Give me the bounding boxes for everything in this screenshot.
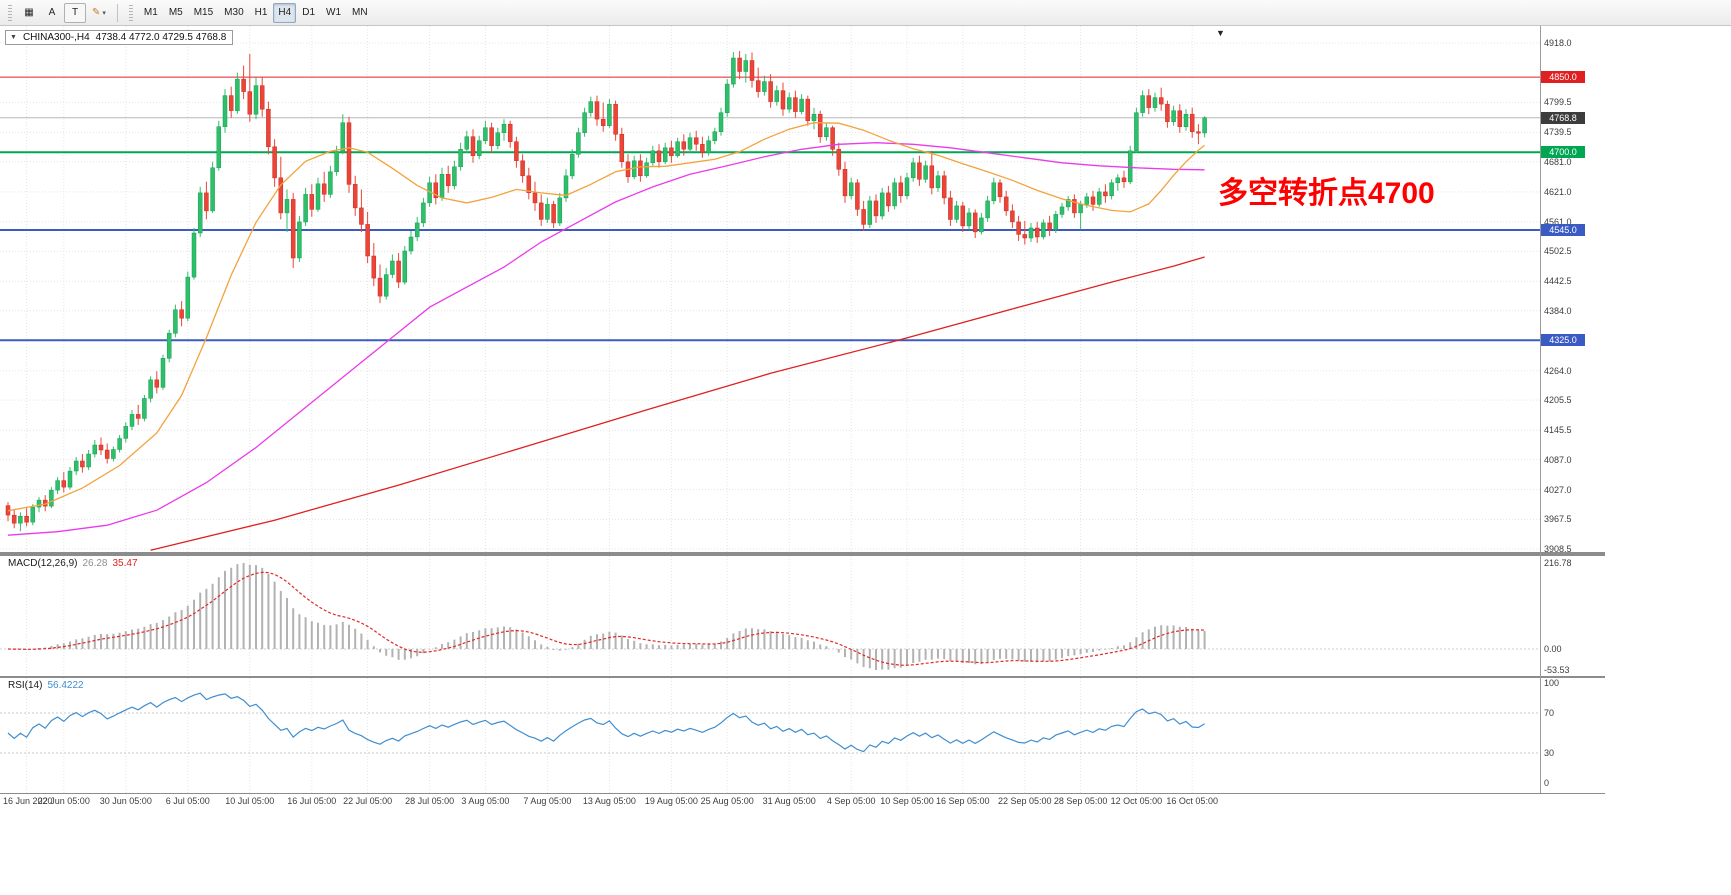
timeframe-m1-button[interactable]: M1 <box>143 7 158 18</box>
chart-annotation[interactable]: 多空转折点4700 <box>1218 177 1435 210</box>
timeframe-h1-button[interactable]: H1 <box>254 7 268 18</box>
toolbar-separator <box>116 3 118 22</box>
rsi-value: 56.4222 <box>47 680 84 691</box>
macd-axis-label: 0.00 <box>1544 644 1562 654</box>
price-tick-label: 4561.0 <box>1544 216 1572 227</box>
timeframe-m15-button[interactable]: M15 <box>193 7 214 18</box>
price-tick-label: 4739.5 <box>1544 127 1572 138</box>
date-tick-label: 22 Sep 05:00 <box>998 796 1052 806</box>
price-tick-label: 4205.5 <box>1544 395 1572 406</box>
date-tick-label: 19 Aug 05:00 <box>644 796 698 806</box>
price-tick-label: 4027.0 <box>1544 484 1572 495</box>
price-tick-label: 4145.5 <box>1544 425 1572 436</box>
draw-tool-button[interactable]: ✎ ▾ <box>92 7 106 18</box>
main-toolbar: ▦ A T ✎ ▾ M1 M5 M15 M30 H1 H4 D1 W1 MN <box>0 0 1731 26</box>
dropdown-caret-icon: ▾ <box>102 9 106 17</box>
tool-button-group: ▦ A T ✎ ▾ <box>18 2 111 23</box>
price-level-label: 4325.0 <box>1541 334 1585 347</box>
timeframe-m5-button[interactable]: M5 <box>168 7 183 18</box>
macd-indicator-canvas[interactable] <box>0 556 1540 676</box>
date-tick-label: 13 Aug 05:00 <box>582 796 636 806</box>
timeframe-w1-button[interactable]: W1 <box>326 7 342 18</box>
price-chart-canvas[interactable] <box>0 26 1540 552</box>
price-tick-label: 4681.0 <box>1544 156 1572 167</box>
toolbar-drag-handle[interactable] <box>8 4 12 21</box>
date-tick-label: 10 Sep 05:00 <box>880 796 934 806</box>
timeframe-button-group: M1 M5 M15 M30 H1 H4 D1 W1 MN <box>139 2 373 23</box>
date-tick-label: 10 Jul 05:00 <box>225 796 275 806</box>
price-level-label: 4545.0 <box>1541 223 1585 236</box>
chart-symbol-period: CHINA300-,H4 <box>22 32 90 43</box>
price-tick-label: 4384.0 <box>1544 305 1572 316</box>
date-tick-label: 7 Aug 05:00 <box>523 796 572 806</box>
macd-main-value: 26.28 <box>82 558 108 569</box>
date-tick-label: 16 Oct 05:00 <box>1166 796 1218 806</box>
rsi-label: RSI(14) <box>8 680 43 691</box>
chart-bottom-border <box>0 793 1605 794</box>
date-tick-label: 16 Sep 05:00 <box>936 796 990 806</box>
date-tick-label: 22 Jul 05:00 <box>343 796 393 806</box>
price-tick-label: 4918.0 <box>1544 38 1572 48</box>
timeframe-toolbar-drag-handle[interactable] <box>128 4 133 21</box>
macd-signal-value: 35.47 <box>112 558 138 569</box>
price-tick-label: 4087.0 <box>1544 454 1572 465</box>
chart-dropdown-icon[interactable]: ▼ <box>10 34 17 41</box>
chart-grid-icon-button[interactable]: ▦ <box>24 7 34 18</box>
date-tick-label: 16 Jul 05:00 <box>287 796 337 806</box>
chart-ohlc-values: 4738.4 4772.0 4729.5 4768.8 <box>95 32 227 43</box>
date-tick-label: 25 Aug 05:00 <box>700 796 754 806</box>
date-tick-label: 12 Oct 05:00 <box>1110 796 1163 806</box>
macd-label-row: MACD(12,26,9) 26.28 35.47 <box>8 558 138 569</box>
price-axis-border <box>1540 26 1541 793</box>
timeframe-d1-button[interactable]: D1 <box>302 7 316 18</box>
price-level-label: 4700.0 <box>1541 146 1585 159</box>
macd-axis-label: -53.53 <box>1544 665 1570 675</box>
price-tick-label: 4799.5 <box>1544 97 1572 108</box>
rsi-axis-label: 70 <box>1544 708 1555 718</box>
date-tick-label: 6 Jul 05:00 <box>165 796 210 806</box>
rsi-axis-label: 0 <box>1544 778 1550 788</box>
pane-separator[interactable] <box>0 552 1605 556</box>
cursor-tool-button[interactable]: A <box>48 7 56 18</box>
timeframe-h4-button[interactable]: H4 <box>273 2 297 23</box>
price-tick-label: 4502.5 <box>1544 246 1572 257</box>
price-level-label: 4850.0 <box>1541 71 1585 84</box>
macd-label: MACD(12,26,9) <box>8 558 78 569</box>
timeframe-mn-button[interactable]: MN <box>352 7 368 18</box>
rsi-label-row: RSI(14) 56.4222 <box>8 680 84 691</box>
rsi-axis-label: 30 <box>1544 748 1555 758</box>
date-tick-label: 3 Aug 05:00 <box>461 796 510 806</box>
rsi-indicator-canvas[interactable] <box>0 678 1540 793</box>
date-tick-label: 22 Jun 05:00 <box>37 796 90 806</box>
scroll-anchor-icon[interactable]: ▼ <box>1216 28 1225 38</box>
timeframe-m30-button[interactable]: M30 <box>224 7 244 18</box>
price-tick-label: 3908.5 <box>1544 544 1572 554</box>
current-price-label: 4768.8 <box>1541 111 1585 124</box>
date-tick-label: 4 Sep 05:00 <box>826 796 876 806</box>
price-tick-label: 4442.5 <box>1544 276 1572 287</box>
text-tool-button[interactable]: T <box>64 2 86 23</box>
price-tick-label: 3967.5 <box>1544 514 1572 525</box>
macd-axis-label: 216.78 <box>1544 558 1572 568</box>
chart-title: ▼ CHINA300-,H4 4738.4 4772.0 4729.5 4768… <box>5 30 234 45</box>
pane-separator[interactable] <box>0 676 1605 678</box>
rsi-axis-label: 100 <box>1544 678 1560 688</box>
date-tick-label: 16 Jun 2020 <box>3 796 53 806</box>
date-tick-label: 28 Sep 05:00 <box>1053 796 1108 806</box>
date-tick-label: 30 Jun 05:00 <box>99 796 152 806</box>
price-tick-label: 4621.0 <box>1544 186 1572 197</box>
date-tick-label: 28 Jul 05:00 <box>405 796 455 806</box>
date-tick-label: 31 Aug 05:00 <box>762 796 816 806</box>
price-tick-label: 4264.0 <box>1544 365 1572 376</box>
